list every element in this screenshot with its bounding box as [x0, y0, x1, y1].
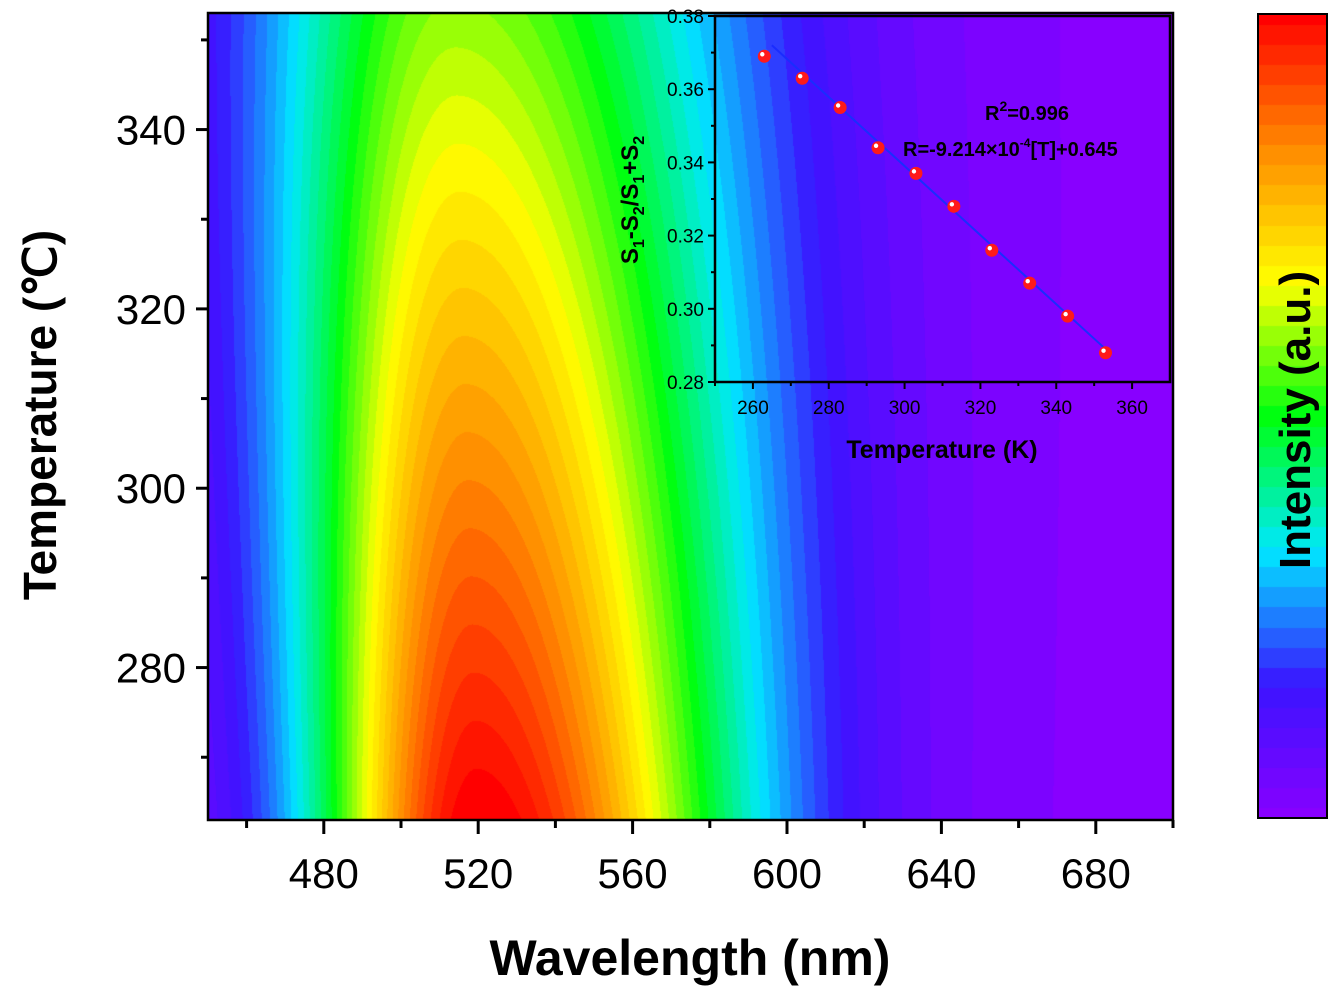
- x-tick-label: 480: [289, 850, 359, 897]
- data-point: [1061, 309, 1075, 323]
- data-point: [985, 243, 999, 257]
- data-point-highlight: [873, 143, 879, 148]
- data-point-highlight: [1063, 311, 1068, 317]
- main-plot-frame: [206, 11, 1175, 822]
- data-point: [757, 49, 771, 63]
- data-point: [1099, 346, 1113, 360]
- inset-y-tick-label: 0.38: [667, 7, 704, 28]
- inset-y-tick-label: 0.34: [667, 153, 704, 174]
- y-tick-label: 340: [116, 107, 186, 154]
- data-point: [909, 166, 923, 180]
- y-tick-label: 320: [116, 286, 186, 333]
- inset-x-tick-label: 360: [1116, 398, 1148, 419]
- inset-x-tick-label: 260: [737, 398, 769, 419]
- data-point: [1023, 276, 1037, 290]
- colorbar-frame: [1257, 13, 1328, 819]
- heatmap: [208, 13, 1173, 820]
- r-squared-annotation: R2=0.996: [985, 98, 1069, 125]
- data-point: [871, 141, 885, 155]
- inset-x-tick-label: 340: [1040, 398, 1072, 419]
- data-point-highlight: [835, 103, 841, 108]
- inset-y-tick-label: 0.36: [667, 80, 704, 101]
- data-point-highlight: [798, 74, 803, 79]
- x-tick-label: 680: [1061, 850, 1131, 897]
- data-point: [795, 71, 809, 85]
- data-point-highlight: [1025, 278, 1030, 284]
- inset-y-tick-label: 0.30: [667, 300, 704, 321]
- data-point-highlight: [911, 169, 917, 174]
- data-point-highlight: [987, 246, 992, 251]
- colorbar: [1258, 14, 1327, 818]
- y-tick-label: 300: [116, 465, 186, 512]
- x-tick-label: 640: [906, 850, 976, 897]
- x-axis-label: Wavelength (nm): [490, 930, 891, 986]
- inset-x-tick-label: 280: [813, 398, 845, 419]
- data-point-highlight: [949, 202, 955, 207]
- data-point: [833, 101, 847, 114]
- inset-points: [757, 49, 1113, 360]
- inset-y-tick-label: 0.32: [667, 227, 704, 248]
- colorbar-label: Intensity (a.u.): [1271, 271, 1320, 569]
- inset-x-tick-label: 320: [965, 398, 997, 419]
- inset-y-tick-label: 0.28: [667, 373, 704, 394]
- y-tick-label: 280: [116, 645, 186, 692]
- inset-frame: [713, 14, 1172, 384]
- y-axis-label: Temperature (℃): [14, 230, 66, 600]
- inset-x-axis-label: Temperature (K): [846, 436, 1037, 464]
- data-point-highlight: [760, 52, 765, 57]
- x-tick-label: 600: [752, 850, 822, 897]
- data-point-highlight: [1101, 348, 1106, 353]
- x-tick-label: 560: [598, 850, 668, 897]
- x-tick-label: 520: [443, 850, 513, 897]
- inset-axes-ticks: 260 280 300 320 340 360 0.28 0.30 0.32 0.34 0.36 0.…: [667, 7, 1148, 419]
- fit-line: [771, 44, 1107, 350]
- main-axes-ticks: 480 520 560 600 640 680 280 300 320 340: [116, 38, 1175, 897]
- inset-x-tick-label: 300: [889, 398, 921, 419]
- fit-equation-annotation: R=-9.214×10-4[T]+0.645: [903, 136, 1118, 161]
- inset-y-axis-label: S1-S2/S1+S2: [617, 136, 648, 264]
- data-point: [947, 199, 961, 213]
